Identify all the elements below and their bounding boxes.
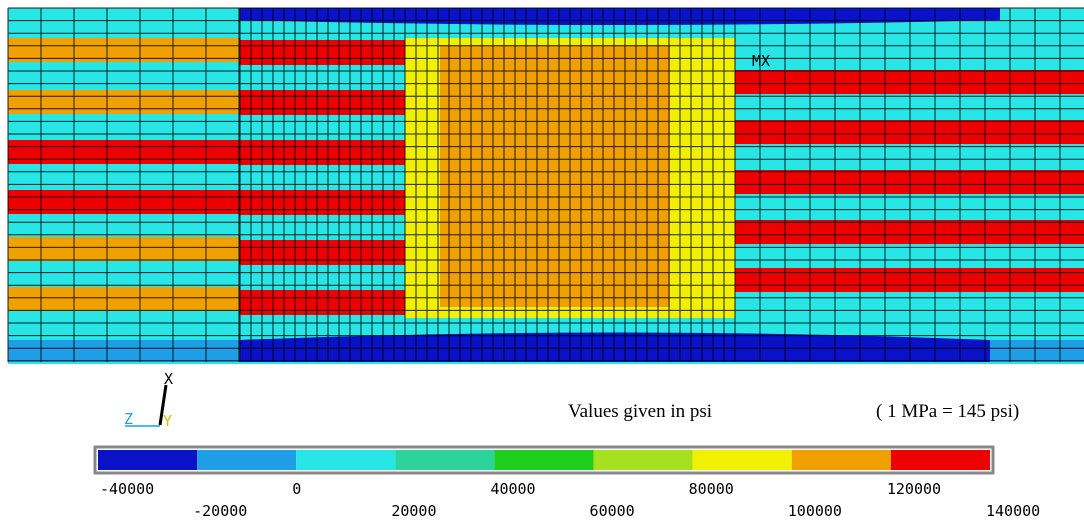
- legend-swatch: [296, 450, 396, 470]
- mesh-lines: [7, 7, 1084, 362]
- legend-swatch: [692, 450, 792, 470]
- legend-tick-label: 60000: [590, 502, 635, 520]
- triad-y-label: Y: [163, 412, 172, 430]
- contour-band: [440, 45, 670, 307]
- triad-x-label: X: [164, 370, 173, 388]
- edge-band: [240, 332, 990, 362]
- legend-swatch: [890, 450, 990, 470]
- contour-band: [8, 237, 240, 261]
- legend-swatch: [791, 450, 891, 470]
- legend-tick-label: 40000: [490, 480, 535, 498]
- edge-band: [240, 8, 1000, 25]
- contour-band: [8, 190, 240, 214]
- contour-band: [240, 190, 405, 215]
- contour-band: [8, 90, 240, 114]
- contour-band: [240, 290, 405, 315]
- contour-band: [8, 140, 240, 164]
- color-legend: -40000 -20000 0 20000 40000 60000 80000 100000 1…: [93, 445, 1040, 520]
- legend-tick-label: -40000: [100, 480, 154, 498]
- legend-tick-label: 120000: [887, 480, 941, 498]
- max-marker: MX: [752, 52, 770, 70]
- legend-swatch: [593, 450, 693, 470]
- triad-z-label: Z: [124, 410, 133, 428]
- legend-tick-label: 80000: [689, 480, 734, 498]
- contour-band: [240, 140, 405, 165]
- conversion-note: ( 1 MPa = 145 psi): [876, 401, 1019, 422]
- legend-frame: [93, 445, 995, 475]
- legend-swatch: [395, 450, 495, 470]
- contour-band: [8, 287, 240, 311]
- axis-triad: X Z Y: [124, 370, 173, 430]
- stress-contour-mesh: [7, 7, 1084, 364]
- contour-band: [240, 90, 405, 115]
- units-note: Values given in psi: [568, 401, 712, 422]
- contour-band: [240, 240, 405, 265]
- legend-tick-label: 20000: [391, 502, 436, 520]
- legend-tick-label: -20000: [193, 502, 247, 520]
- legend-tick-label: 0: [292, 480, 301, 498]
- legend-tick-label: 140000: [986, 502, 1040, 520]
- legend-swatch: [494, 450, 594, 470]
- legend-swatch: [98, 450, 198, 470]
- contour-band: [240, 40, 405, 65]
- legend-swatch: [197, 450, 297, 470]
- triad-x-axis: [158, 384, 168, 426]
- legend-tick-label: 100000: [788, 502, 842, 520]
